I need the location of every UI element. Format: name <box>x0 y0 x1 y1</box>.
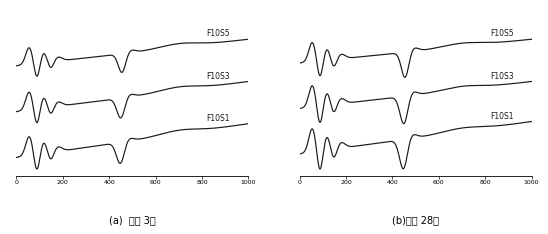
Text: F10S3: F10S3 <box>490 72 513 80</box>
Text: F10S1: F10S1 <box>207 114 230 123</box>
Text: (b)재령 28일: (b)재령 28일 <box>392 216 439 226</box>
Text: F10S3: F10S3 <box>207 72 230 80</box>
Text: F10S1: F10S1 <box>490 112 513 121</box>
Text: F10S5: F10S5 <box>490 29 513 38</box>
Text: F10S5: F10S5 <box>207 29 230 38</box>
Text: (a)  재령 3일: (a) 재령 3일 <box>109 216 156 226</box>
